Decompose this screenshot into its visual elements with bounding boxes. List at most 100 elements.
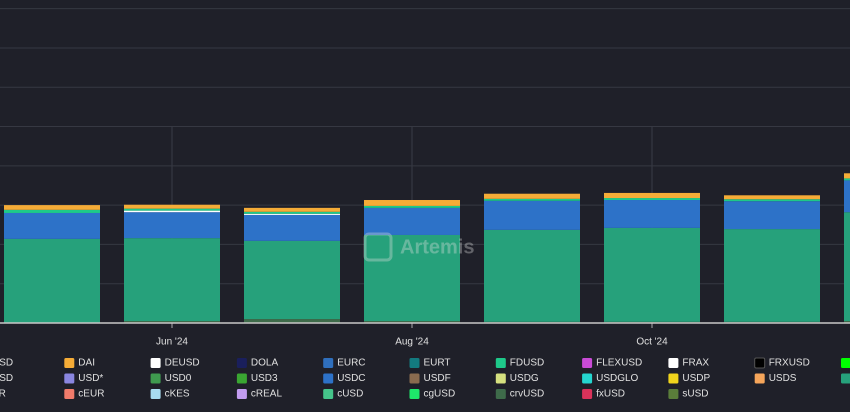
legend-label: USDGLO: [596, 373, 638, 384]
legend-label: USD: [0, 373, 13, 384]
legend-swatch: [668, 358, 679, 368]
legend-label: cUSD: [337, 389, 363, 400]
bar-segment: [244, 319, 340, 323]
bar-segment: [244, 211, 340, 214]
legend-label: cREAL: [251, 389, 283, 400]
bar-segment: [364, 234, 460, 322]
legend-label: USD: [0, 358, 13, 369]
x-axis: Jun '24 Aug '24 Oct '24: [0, 322, 850, 348]
legend-swatch: [409, 389, 420, 399]
watermark-logo: [363, 232, 393, 262]
bar-segment: [844, 173, 850, 179]
legend-swatch: [668, 389, 679, 399]
legend-swatch: [323, 358, 334, 368]
legend-swatch: [582, 358, 593, 368]
legend-swatch: [495, 373, 506, 384]
legend-swatch: [495, 389, 506, 399]
legend-swatch: [409, 373, 420, 384]
bar-segment: [844, 212, 850, 322]
legend-label: cgUSD: [424, 389, 456, 400]
legend-label: SR: [0, 389, 6, 400]
bar-segment: [484, 193, 580, 199]
legend-label: fxUSD: [596, 389, 625, 400]
bar-segment: [244, 214, 340, 241]
bar-segment: [124, 238, 220, 322]
legend-label: USD0: [165, 373, 192, 384]
x-tick-label: Jun '24: [156, 337, 188, 348]
bar-segment: [124, 208, 220, 211]
legend-swatch: [582, 389, 593, 399]
watermark-text: Artemis: [400, 236, 474, 258]
legend-swatch: [150, 389, 161, 399]
legend-label: USD3: [251, 373, 278, 384]
bar-segment: [244, 213, 340, 215]
bar-segment: [604, 192, 700, 199]
legend-label: USD*: [78, 373, 103, 384]
bar-segment: [124, 321, 220, 323]
legend-label: FDUSD: [510, 358, 544, 369]
bar-segment: [4, 212, 100, 239]
legend-label: USDF: [424, 373, 451, 384]
legend-label: FRXUSD: [769, 358, 810, 369]
bar-segment: [484, 229, 580, 322]
legend-swatch: [150, 373, 161, 384]
bar-segment: [124, 204, 220, 209]
bar-segment: [724, 201, 820, 230]
legend-swatch: [582, 373, 593, 384]
legend-label: cKES: [165, 389, 190, 400]
bar-segment: [484, 200, 580, 230]
bar-segment: [844, 180, 850, 213]
legend-swatch: [841, 358, 850, 368]
legend-swatch: [236, 358, 247, 368]
bar-segment: [724, 195, 820, 200]
legend-label: FLEXUSD: [596, 358, 642, 369]
legend-swatch: [64, 373, 75, 384]
legend-swatch: [323, 389, 334, 399]
bar-segment: [604, 198, 700, 201]
legend-swatch: [323, 373, 334, 384]
bar-segment: [124, 212, 220, 239]
bar-segment: [724, 229, 820, 322]
legend-swatch: [236, 389, 247, 399]
bar-segment: [124, 210, 220, 213]
legend-swatch: [754, 373, 765, 384]
legend-swatch: [236, 373, 247, 384]
bar-segment: [604, 200, 700, 228]
x-tick-label: Oct '24: [636, 337, 668, 348]
bar-segment: [364, 205, 460, 208]
watermark: Artemis: [363, 232, 474, 262]
bar-segment: [844, 321, 850, 323]
bar-segment: [244, 240, 340, 320]
bar-segment: [724, 199, 820, 202]
legend-label: DEUSD: [165, 358, 200, 369]
legend-label: DAI: [78, 358, 95, 369]
legend-swatch: [754, 357, 766, 369]
legend-swatch: [64, 358, 75, 368]
bar-segment: [4, 205, 100, 210]
legend-label: crvUSD: [510, 389, 544, 400]
legend-label: USDP: [682, 373, 710, 384]
legend-swatch: [668, 373, 679, 384]
bars: [4, 173, 850, 323]
bar-segment: [844, 178, 850, 181]
legend-label: FRAX: [682, 358, 709, 369]
legend-label: USDS: [769, 373, 797, 384]
legend: USD DAI DEUSD DOLA EURC EURT FDUSD FLEXUSD FRAX F…: [0, 357, 850, 400]
legend-label: EURT: [424, 358, 451, 369]
legend-swatch: [409, 358, 420, 368]
legend-label: EURC: [337, 358, 365, 369]
legend-swatch: [150, 358, 161, 368]
bar-segment: [364, 207, 460, 235]
legend-swatch: [841, 373, 850, 384]
legend-label: DOLA: [251, 358, 279, 369]
bar-segment: [4, 209, 100, 213]
bar-segment: [4, 238, 100, 323]
bar-segment: [484, 198, 580, 201]
bar-segment: [364, 321, 460, 323]
x-tick-label: Aug '24: [395, 337, 429, 348]
legend-label: USDG: [510, 373, 539, 384]
legend-swatch: [495, 358, 506, 368]
legend-label: cEUR: [78, 389, 104, 400]
bar-segment: [364, 200, 460, 206]
